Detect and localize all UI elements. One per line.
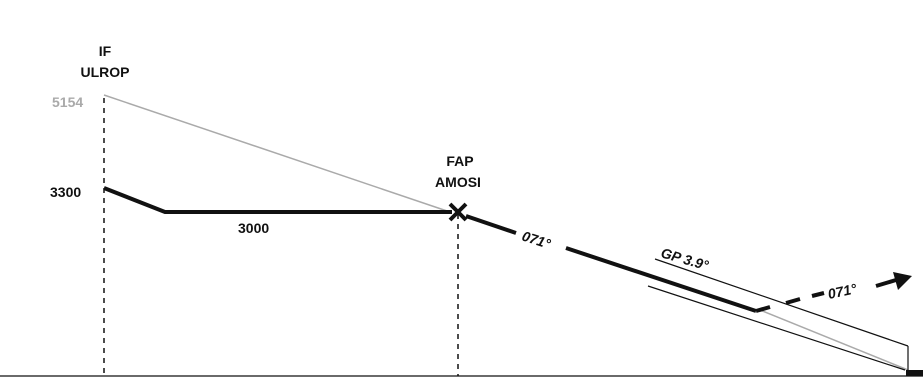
threshold-marker (906, 370, 923, 376)
grey-descent-line (759, 309, 909, 371)
final-track-label: 071° (520, 228, 553, 252)
missed-track-label: 071° (826, 280, 858, 302)
missed-approach-dash-2 (811, 291, 825, 298)
missed-approach-arrow-icon (893, 272, 912, 290)
msa-altitude-label: 5154 (52, 94, 83, 110)
fap-name-label: AMOSI (435, 174, 481, 190)
final-descent-line-2 (565, 246, 757, 313)
glidepath-lower-line (647, 285, 906, 371)
missed-approach-dash-1 (785, 297, 801, 305)
glidepath-upper-line (654, 258, 909, 347)
segment-altitude-label: 3000 (238, 220, 269, 236)
msa-slope-line (103, 94, 451, 213)
missed-approach-dash-3 (875, 278, 897, 288)
fap-cross-icon (448, 202, 468, 222)
if-altitude-label: 3300 (50, 184, 81, 200)
intermediate-profile (103, 186, 452, 214)
if-name-label: ULROP (81, 64, 130, 80)
fap-role-label: FAP (446, 153, 473, 169)
if-role-label: IF (99, 43, 112, 59)
final-descent-line-1 (465, 214, 517, 235)
missed-approach-path (755, 305, 771, 313)
